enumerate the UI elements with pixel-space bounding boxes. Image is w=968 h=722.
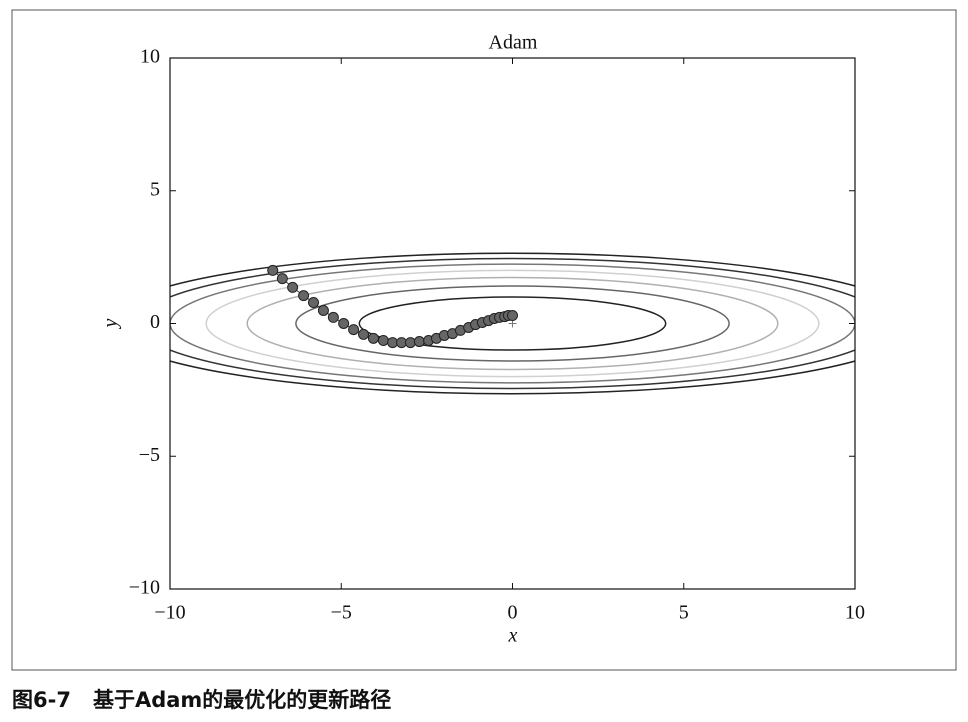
contour xyxy=(295,285,730,362)
point xyxy=(287,281,299,293)
contours xyxy=(170,252,855,395)
caption-text: 基于Adam的最优化的更新路径 xyxy=(92,688,392,712)
point xyxy=(267,264,279,276)
point xyxy=(367,332,379,344)
y-tick-label: 10 xyxy=(140,46,160,68)
point xyxy=(358,328,370,340)
point xyxy=(413,336,425,348)
point xyxy=(317,304,329,316)
caption: 图6-7 基于Adam的最优化的更新路径 xyxy=(12,684,413,714)
contour xyxy=(246,276,779,371)
point xyxy=(348,324,360,336)
frame xyxy=(11,9,957,671)
x-tick-label: 5 xyxy=(679,602,689,624)
point xyxy=(298,290,310,302)
point xyxy=(377,334,389,346)
x-tick-label: −5 xyxy=(331,602,352,624)
point xyxy=(338,318,350,329)
contour xyxy=(358,296,667,351)
point xyxy=(404,337,416,349)
y-tick-label: 0 xyxy=(150,311,160,333)
y-tick-label: −10 xyxy=(129,577,160,599)
point xyxy=(327,311,339,323)
contour xyxy=(170,252,855,395)
point xyxy=(507,310,518,322)
chart: Adam x y −10 −5 0 5 10 −10 −5 0 5 10 xyxy=(11,9,957,671)
contour xyxy=(170,257,855,390)
y-axis-label: y xyxy=(100,318,122,329)
y-tick-label: −5 xyxy=(139,444,160,466)
x-tick-label: −10 xyxy=(154,602,185,624)
x-tick-label: 10 xyxy=(845,602,865,624)
point xyxy=(276,273,288,285)
x-tick-label: 0 xyxy=(508,602,518,624)
chart-title: Adam xyxy=(489,32,538,54)
point xyxy=(308,297,320,309)
x-axis-label: x xyxy=(508,625,518,647)
caption-label: 图6-7 xyxy=(12,688,71,712)
contour xyxy=(205,269,820,378)
y-tick-label: 5 xyxy=(150,178,160,200)
contour xyxy=(170,263,855,384)
